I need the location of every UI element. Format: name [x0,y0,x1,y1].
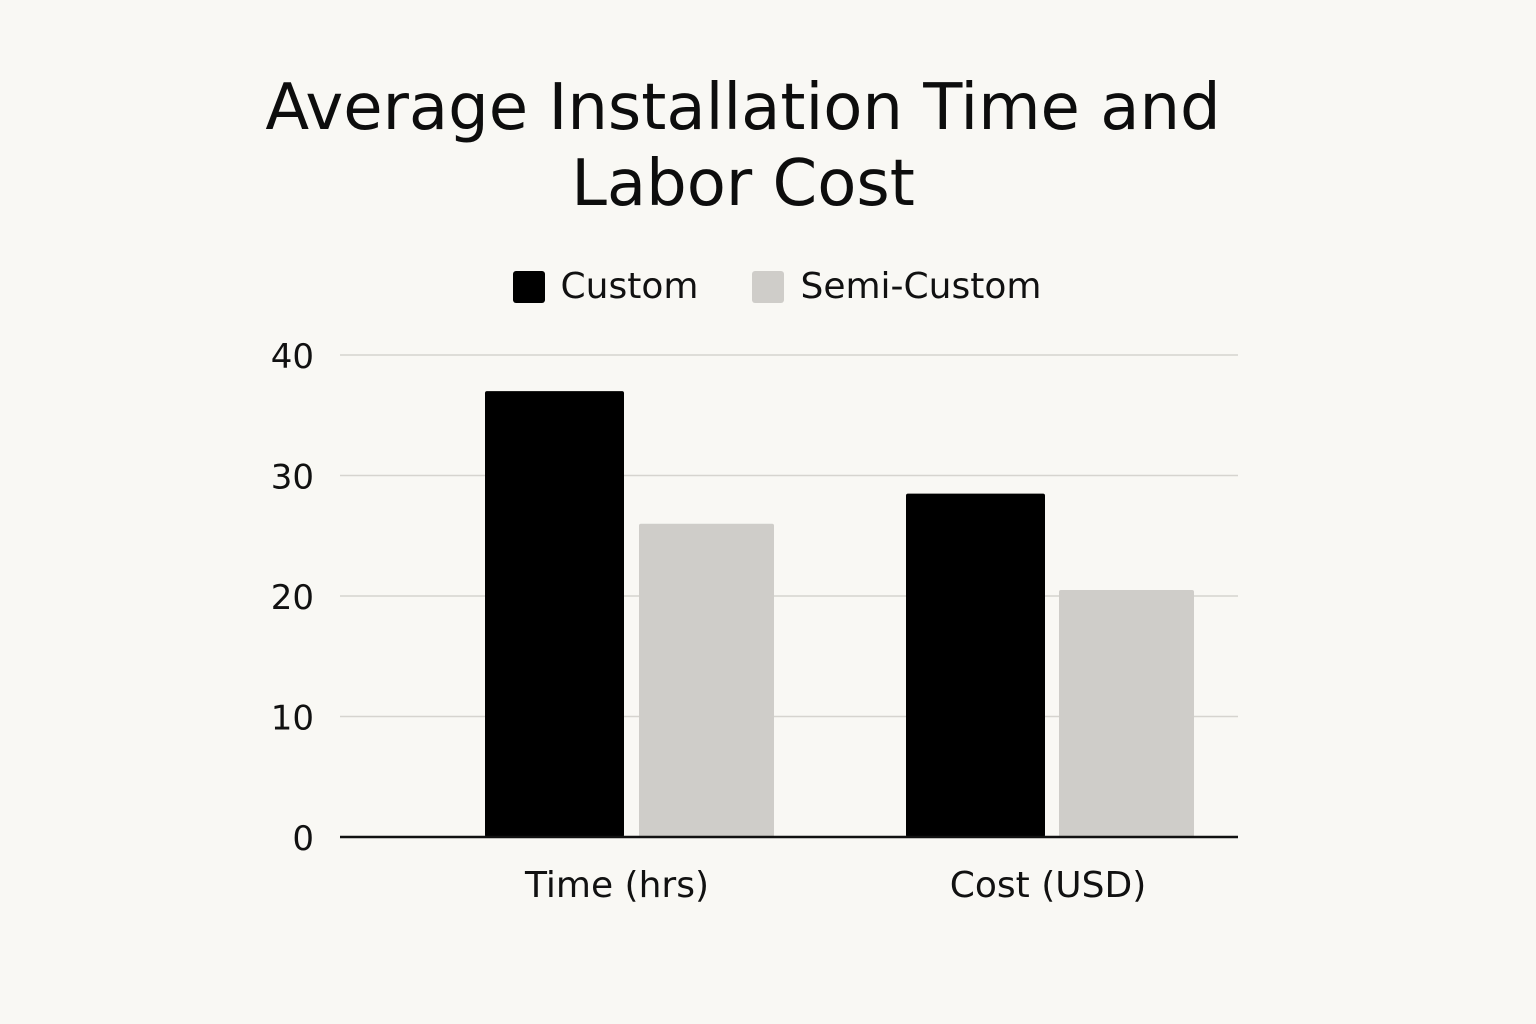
legend-swatch-custom [512,270,545,303]
y-tick-label: 20 [271,578,314,618]
x-tick-label: Cost (USD) [950,865,1147,906]
bar-custom-time [485,391,624,837]
legend: Custom Semi-Custom [0,266,1536,307]
y-tick-label: 10 [271,699,314,739]
y-tick-label: 40 [271,337,314,377]
bar-semi-custom-cost [1059,589,1194,837]
x-tick-label: Time (hrs) [524,865,709,906]
chart-title-line-1: Average Installation Time and [265,71,1221,145]
y-tick-label: 0 [292,819,314,859]
bars [485,391,1194,837]
legend-label-custom: Custom [560,266,699,307]
x-axis-ticks: Time (hrs) Cost (USD) [524,865,1146,906]
chart-title-line-2: Labor Cost [571,147,915,221]
bar-semi-custom-time [639,523,774,837]
legend-label-semi-custom: Semi-Custom [800,266,1042,307]
legend-item-custom: Custom [512,266,699,307]
legend-item-semi-custom: Semi-Custom [752,266,1041,307]
chart-title: Average Installation Time and Labor Cost [0,70,1486,222]
bar-custom-cost [906,493,1045,837]
y-axis-ticks: 0 10 20 30 40 [271,337,314,859]
y-tick-label: 30 [271,458,314,498]
legend-swatch-semi-custom [752,270,785,303]
